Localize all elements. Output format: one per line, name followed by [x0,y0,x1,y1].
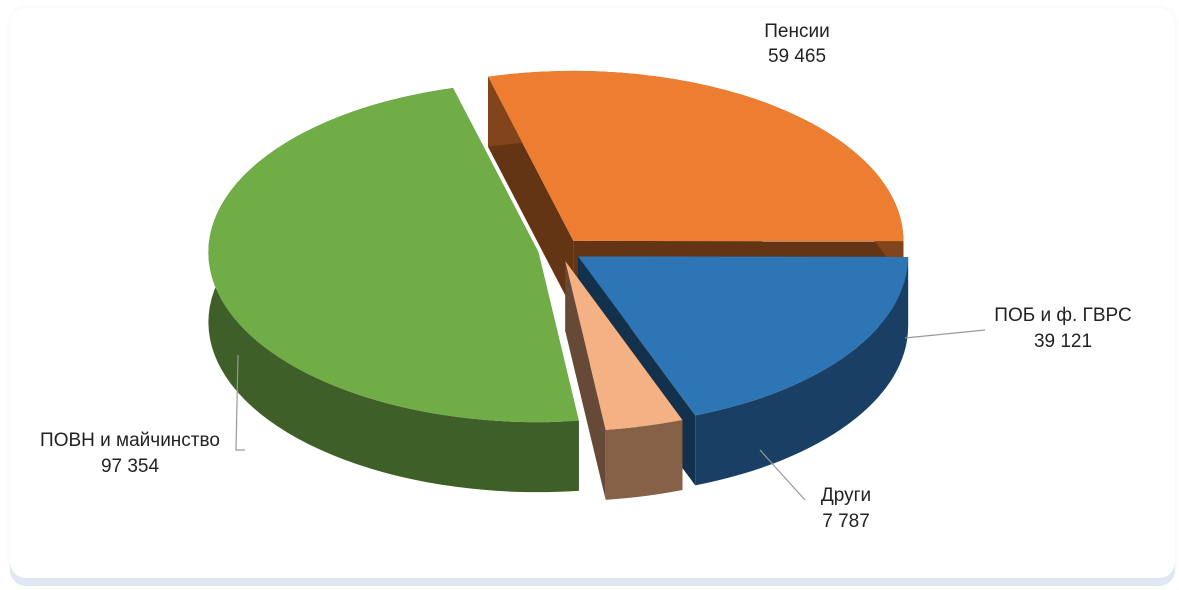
label-value: 7 787 [822,511,870,532]
label-value: 97 354 [101,456,160,477]
slice [578,256,909,416]
label-name: ПОВН и майчинство [40,430,220,451]
label-name: Пенсии [764,21,829,42]
label-value: 39 121 [1034,331,1092,352]
leader-line [759,449,806,501]
label-value: 59 465 [768,46,826,67]
slice [487,70,904,242]
slice-side [605,420,683,500]
slice-side [695,256,909,486]
slices [208,70,909,500]
leader-line [235,354,245,451]
label-name: ПОБ и ф. ГВРС [994,305,1131,326]
slice-face [565,261,606,500]
leader-line [904,329,986,339]
slice [565,261,683,430]
slice [208,87,579,423]
label-name: Други [821,485,871,506]
